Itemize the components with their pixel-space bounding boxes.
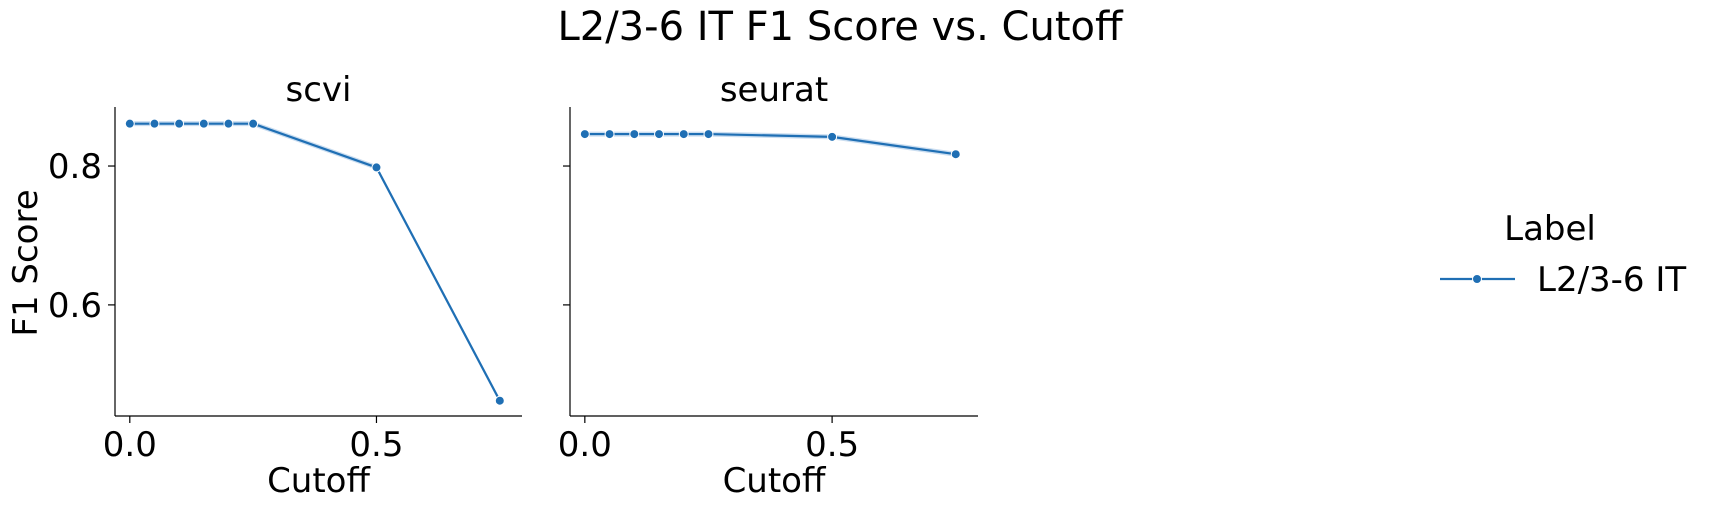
data-point [604, 129, 615, 140]
x-tick-label: 0.0 [103, 425, 157, 465]
data-point [703, 129, 714, 140]
data-point [124, 118, 135, 129]
data-point [629, 129, 640, 140]
series-line [129, 122, 501, 402]
data-point [579, 129, 590, 140]
data-point [678, 129, 689, 140]
data-point [223, 118, 234, 129]
x-axis-label: Cutoff [723, 461, 827, 501]
data-point [950, 149, 961, 160]
data-point [827, 131, 838, 142]
y-tick-label: 0.6 [48, 286, 102, 326]
data-point [149, 118, 160, 129]
data-point [371, 162, 382, 173]
data-point [494, 395, 505, 406]
y-tick-label: 0.8 [48, 147, 102, 187]
confidence-band [129, 121, 500, 404]
data-point [198, 118, 209, 129]
data-point [654, 129, 665, 140]
data-point [174, 118, 185, 129]
legend-point-marker [1472, 274, 1482, 284]
x-tick-label: 0.5 [805, 425, 859, 465]
x-axis-label: Cutoff [267, 461, 371, 501]
y-axis-label: F1 Score [6, 189, 46, 336]
figure-title: L2/3-6 IT F1 Score vs. Cutoff [557, 4, 1124, 50]
legend-entry: L2/3-6 IT [1537, 260, 1686, 300]
x-tick-label: 0.5 [349, 425, 403, 465]
panel-title: seurat [720, 70, 828, 110]
data-point [248, 118, 259, 129]
x-tick-label: 0.0 [558, 425, 612, 465]
legend: Label L2/3-6 IT [1440, 209, 1686, 300]
legend-title: Label [1504, 209, 1596, 249]
panel-title: scvi [286, 70, 352, 110]
